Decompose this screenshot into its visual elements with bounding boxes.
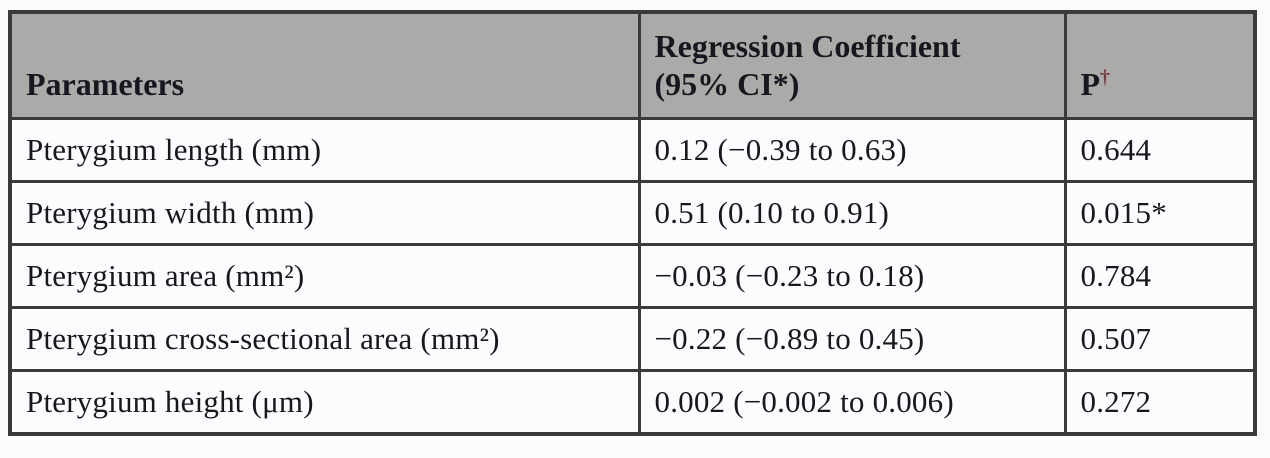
p-header-label: P	[1080, 65, 1101, 102]
cell-coefficient: 0.51 (0.10 to 0.91)	[637, 179, 1067, 246]
cell-p-value: 0.015*	[1063, 179, 1257, 246]
table-body: Pterygium length (mm) 0.12 (−0.39 to 0.6…	[8, 116, 1257, 435]
table-row: Pterygium height (μm) 0.002 (−0.002 to 0…	[8, 368, 1257, 435]
cell-coefficient: 0.12 (−0.39 to 0.63)	[637, 116, 1067, 183]
cell-parameter: Pterygium area (mm²)	[8, 242, 641, 309]
cell-parameter: Pterygium cross-sectional area (mm²)	[8, 305, 641, 372]
parameters-header-label: Parameters	[26, 65, 185, 102]
cell-coefficient: 0.002 (−0.002 to 0.006)	[637, 368, 1067, 435]
regression-table: Parameters Regression Coefficient (95% C…	[8, 10, 1257, 436]
table-row: Pterygium length (mm) 0.12 (−0.39 to 0.6…	[8, 116, 1257, 183]
cell-coefficient: −0.03 (−0.23 to 0.18)	[637, 242, 1067, 309]
table-row: Pterygium area (mm²) −0.03 (−0.23 to 0.1…	[8, 242, 1257, 309]
p-header-dagger: †	[1100, 66, 1110, 89]
column-header-p-value: P†	[1063, 10, 1257, 120]
cell-parameter: Pterygium width (mm)	[8, 179, 641, 246]
cell-parameter: Pterygium height (μm)	[8, 368, 641, 435]
cell-parameter: Pterygium length (mm)	[8, 116, 641, 183]
table-row: Pterygium cross-sectional area (mm²) −0.…	[8, 305, 1257, 372]
cell-p-value: 0.272	[1063, 368, 1257, 435]
column-header-regression-coefficient: Regression Coefficient (95% CI*)	[637, 10, 1067, 120]
coefficient-header-line2: (95% CI*)	[654, 65, 800, 102]
table-row: Pterygium width (mm) 0.51 (0.10 to 0.91)…	[8, 179, 1257, 246]
header-row: Parameters Regression Coefficient (95% C…	[8, 10, 1257, 120]
column-header-parameters: Parameters	[8, 10, 641, 120]
coefficient-header-line1: Regression Coefficient	[654, 28, 961, 64]
cell-coefficient: −0.22 (−0.89 to 0.45)	[637, 305, 1067, 372]
cell-p-value: 0.644	[1063, 116, 1257, 183]
cell-p-value: 0.784	[1063, 242, 1257, 309]
cell-p-value: 0.507	[1063, 305, 1257, 372]
table-header: Parameters Regression Coefficient (95% C…	[8, 10, 1257, 120]
